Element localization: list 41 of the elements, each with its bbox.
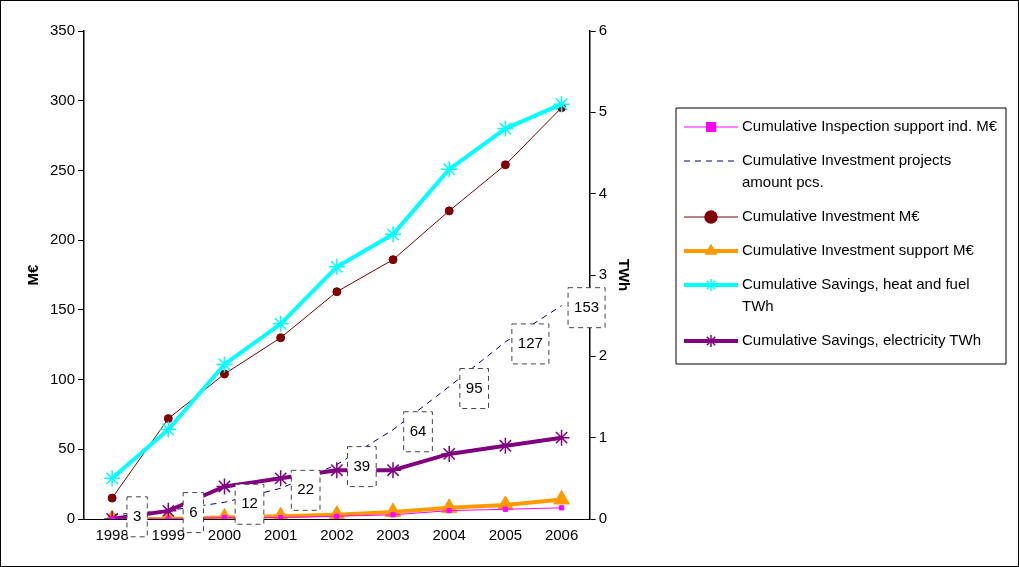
x-tick-label: 1998 bbox=[95, 526, 129, 544]
data-label: 153 bbox=[574, 297, 600, 315]
data-label: 127 bbox=[517, 334, 543, 352]
legend-label: Cumulative Savings, electricity TWh bbox=[742, 331, 981, 349]
y-tick-label: 200 bbox=[50, 230, 76, 248]
y-tick-label: 100 bbox=[50, 369, 76, 387]
data-label: 95 bbox=[465, 378, 483, 396]
legend-label: Cumulative Inspection support ind. M€ bbox=[742, 117, 998, 135]
y2-axis-title: TWh bbox=[615, 258, 633, 292]
data-label: 64 bbox=[409, 421, 427, 439]
y2-tick-label: 6 bbox=[598, 21, 607, 39]
data-label: 39 bbox=[353, 456, 371, 474]
y2-tick-label: 1 bbox=[598, 427, 607, 445]
x-tick-label: 1999 bbox=[151, 526, 185, 544]
y2-tick-label: 3 bbox=[598, 265, 607, 283]
data-label: 3 bbox=[132, 506, 142, 524]
x-tick-label: 2004 bbox=[432, 526, 466, 544]
y-tick-label: 350 bbox=[50, 21, 76, 39]
x-tick-label: 2000 bbox=[207, 526, 242, 544]
data-label: 6 bbox=[189, 502, 198, 520]
y-tick-label: 250 bbox=[50, 160, 76, 178]
data-label: 12 bbox=[241, 494, 258, 512]
y-tick-label: 0 bbox=[66, 509, 76, 527]
legend-label: Cumulative Investment support M€ bbox=[742, 241, 975, 259]
legend-label: Cumulative Investment M€ bbox=[742, 207, 921, 225]
legend-label: Cumulative Savings, heat and fuel TWh bbox=[742, 275, 970, 315]
legend-label: Cumulative Investment projects amount pcs. bbox=[742, 151, 952, 191]
y2-tick-label: 2 bbox=[598, 346, 607, 364]
y-tick-label: 50 bbox=[58, 439, 76, 457]
y-tick-label: 300 bbox=[50, 90, 76, 108]
x-tick-label: 2005 bbox=[488, 526, 523, 544]
x-tick-label: 2003 bbox=[376, 526, 410, 544]
x-tick-label: 2002 bbox=[320, 526, 354, 544]
y2-tick-label: 4 bbox=[598, 183, 607, 201]
x-tick-label: 2006 bbox=[544, 526, 579, 544]
y-tick-label: 150 bbox=[50, 300, 76, 317]
y2-tick-label: 0 bbox=[598, 509, 607, 527]
y-axis-title: M€ bbox=[24, 263, 42, 286]
data-label: 22 bbox=[297, 480, 314, 498]
x-tick-label: 2001 bbox=[263, 526, 298, 544]
y2-tick-label: 5 bbox=[598, 102, 607, 120]
